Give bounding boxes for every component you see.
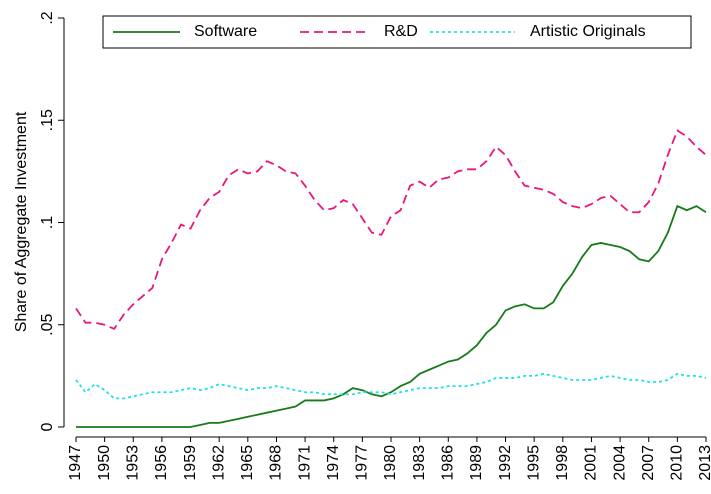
y-tick-label: .05 <box>39 314 56 336</box>
legend-box <box>102 15 692 49</box>
x-tick-label: 1977 <box>354 445 371 481</box>
x-tick-label: 2007 <box>640 445 657 481</box>
x-tick-label: 1995 <box>525 445 542 481</box>
x-tick-label: 1962 <box>210 445 227 481</box>
x-tick-label: 1950 <box>96 445 113 481</box>
x-tick-label: 1965 <box>239 445 256 481</box>
x-tick-label: 1989 <box>468 445 485 481</box>
legend-label: Software <box>194 23 257 40</box>
x-tick-label: 1956 <box>153 445 170 481</box>
x-tick-label: 1992 <box>497 445 514 481</box>
x-tick-label: 1983 <box>411 445 428 481</box>
x-tick-label: 1998 <box>554 445 571 481</box>
x-tick-label: 1947 <box>67 445 84 481</box>
x-tick-label: 1959 <box>182 445 199 481</box>
x-tick-label: 1986 <box>439 445 456 481</box>
series-line <box>75 129 707 330</box>
y-tick-label: 0 <box>39 422 56 431</box>
series-line <box>75 372 707 400</box>
x-tick-label: 1974 <box>325 445 342 481</box>
x-tick-label: 1953 <box>124 445 141 481</box>
x-tick-label: 2001 <box>583 445 600 481</box>
legend-label: R&D <box>384 23 418 40</box>
y-tick-label: .2 <box>39 11 56 24</box>
x-tick-label: 1980 <box>382 445 399 481</box>
legend-label: Artistic Originals <box>530 23 646 40</box>
x-tick-label: 2010 <box>669 445 686 481</box>
y-tick-label: .1 <box>39 216 56 229</box>
y-tick-label: .15 <box>39 109 56 131</box>
x-tick-label: 1968 <box>268 445 285 481</box>
series-line <box>76 204 707 428</box>
x-tick-label: 1971 <box>296 445 313 481</box>
y-axis-label: Share of Aggregate Investment <box>13 111 30 332</box>
x-tick-label: 2004 <box>611 445 628 481</box>
x-tick-label: 2013 <box>697 445 711 481</box>
